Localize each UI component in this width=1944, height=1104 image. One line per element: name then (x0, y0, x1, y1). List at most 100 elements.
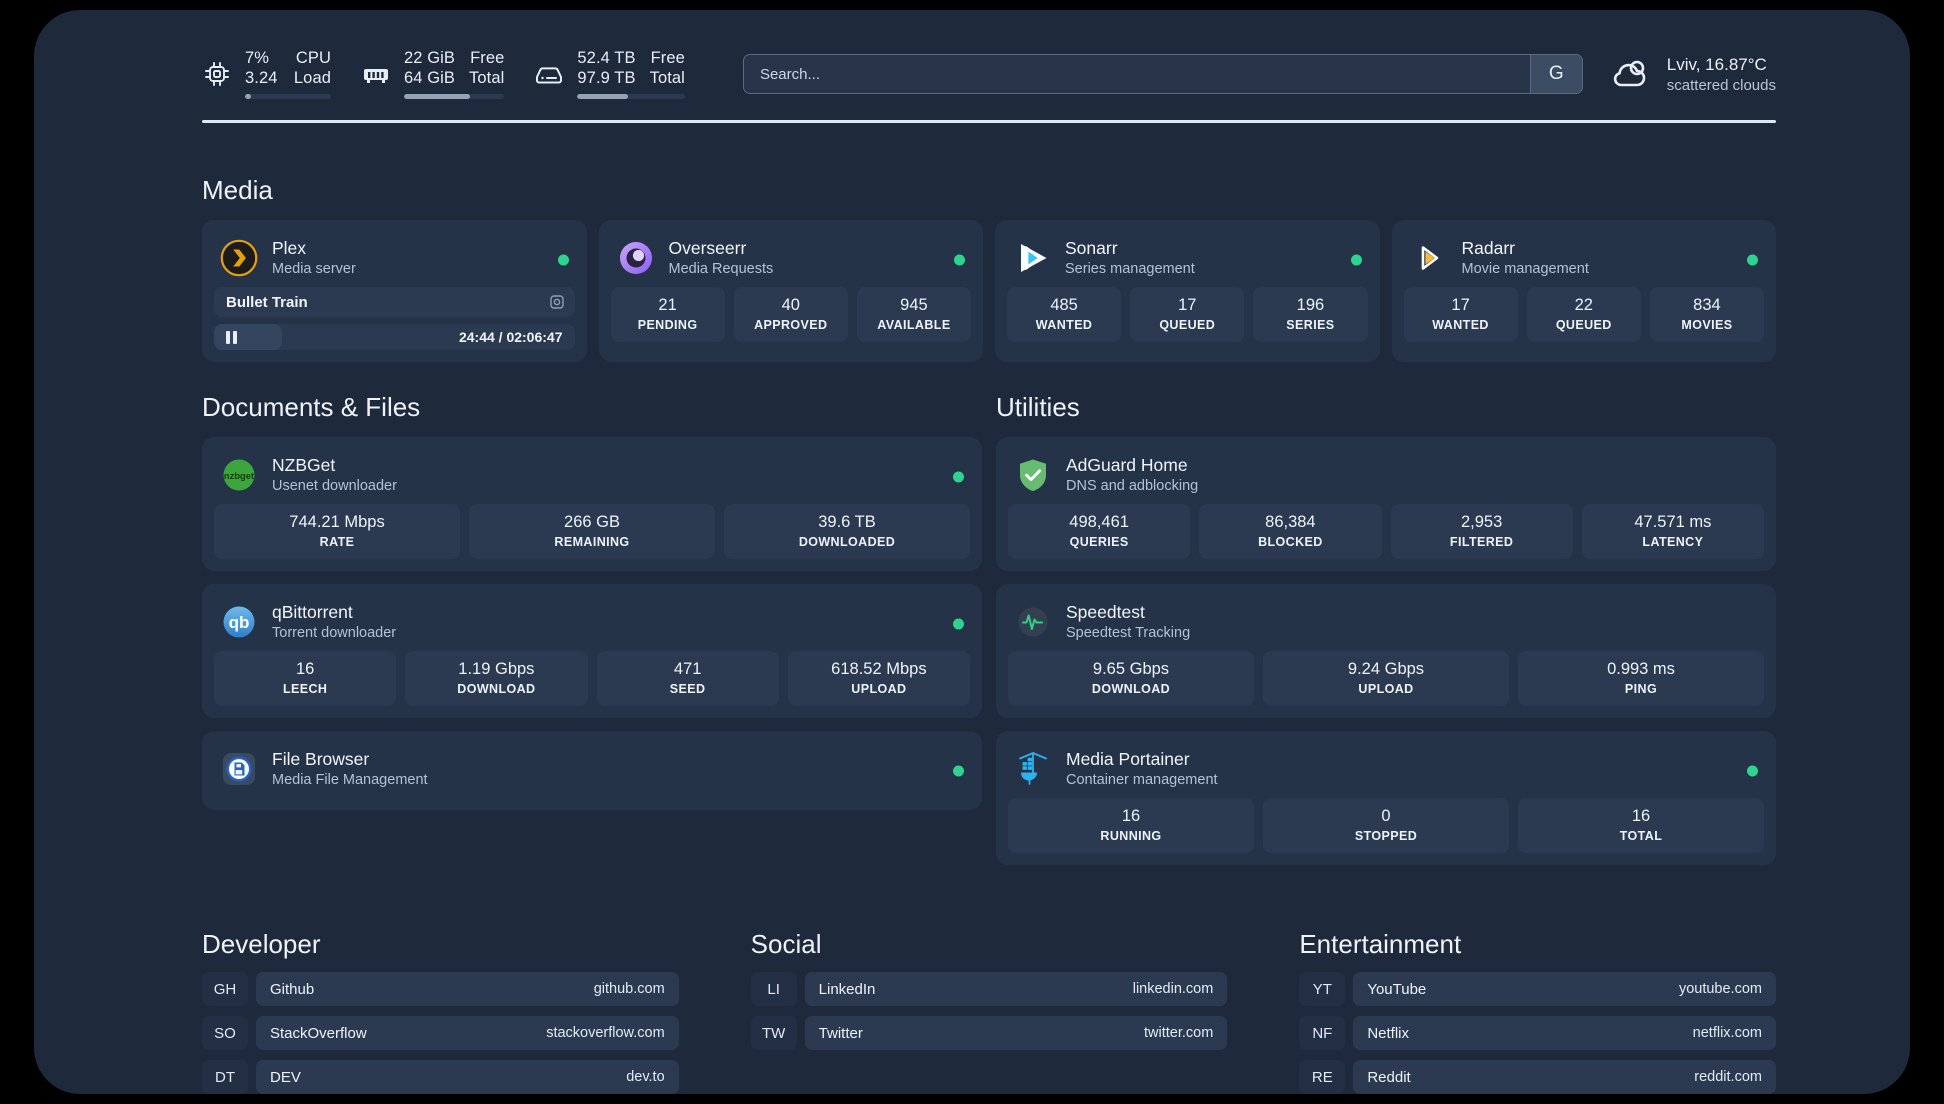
weather-location-temp: Lviv, 16.87°C (1666, 54, 1767, 74)
service-card-header[interactable]: qb qBittorrent Torrent downloader (214, 596, 970, 651)
stat-tile[interactable]: 471 SEED (596, 651, 779, 706)
service-description: Movie management (1461, 261, 1589, 277)
bookmark-badge[interactable]: YT (1299, 972, 1346, 1006)
stat-tile[interactable]: 0 STOPPED (1263, 798, 1509, 853)
service-card-header[interactable]: AdGuard Home DNS and adblocking (1008, 449, 1764, 504)
bookmark-badge[interactable]: LI (750, 972, 797, 1006)
stat-row: 498,461 QUERIES 86,384 BLOCKED 2,953 FILTERED… (1008, 504, 1764, 559)
bookmark-badge[interactable]: DT (202, 1060, 248, 1094)
stat-tile[interactable]: 1.19 Gbps DOWNLOAD (405, 651, 588, 706)
service-card[interactable]: qb qBittorrent Torrent downloader 16 LEECH 1.… (202, 584, 982, 718)
stat-tile[interactable]: 266 GB REMAINING (469, 504, 715, 559)
bookmark-url: netflix.com (1692, 1025, 1762, 1041)
stat-tile[interactable]: 498,461 QUERIES (1008, 504, 1191, 559)
now-playing-title-row[interactable]: Bullet Train (214, 287, 575, 317)
system-stat-row: 97.9 TB Total (577, 69, 685, 88)
stat-tile[interactable]: 16 LEECH (214, 651, 397, 706)
service-card[interactable]: Media Portainer Container management 16 RUN… (996, 731, 1776, 865)
bookmark-badge[interactable]: RE (1299, 1060, 1346, 1094)
system-stat-value: 97.9 TB (577, 69, 636, 87)
dashboard-page: 7% CPU 3.24 Load 22 GiB Free 64 GiB Total 52.4 T… (34, 10, 1910, 1094)
stat-tile[interactable]: 945 AVAILABLE (856, 287, 972, 342)
bookmark-name: DEV (270, 1068, 301, 1086)
status-dot-online (1350, 254, 1362, 265)
stat-label: RATE (319, 535, 355, 549)
service-card[interactable]: Overseerr Media Requests 21 PENDING 40 APPROV… (598, 220, 983, 362)
bookmark-url: github.com (593, 981, 665, 997)
stat-tile[interactable]: 834 MOVIES (1649, 287, 1765, 342)
stat-tile[interactable]: 16 RUNNING (1008, 798, 1254, 853)
stat-value: 17 (1178, 296, 1197, 314)
bookmark-link[interactable]: Twitter twitter.com (804, 1016, 1228, 1050)
service-card-header[interactable]: Plex Media server (214, 232, 575, 287)
gear-icon[interactable] (549, 294, 565, 310)
stat-tile[interactable]: 485 WANTED (1007, 287, 1122, 342)
sonarr-icon (1013, 239, 1051, 277)
stat-tile[interactable]: 17 QUEUED (1130, 287, 1245, 342)
bookmark-badge[interactable]: SO (202, 1016, 248, 1050)
service-card[interactable]: File Browser Media File Management (202, 731, 982, 810)
stat-tile[interactable]: 39.6 TB DOWNLOADED (724, 504, 970, 559)
system-usage-bar (577, 94, 685, 99)
section-title-media: Media (202, 175, 273, 205)
bookmark-link[interactable]: Reddit reddit.com (1353, 1060, 1776, 1094)
bookmark-group: Social LI LinkedIn linkedin.com TW Twitter twi… (750, 929, 1228, 1094)
bookmark-badge[interactable]: GH (202, 972, 248, 1006)
stat-tile[interactable]: 196 SERIES (1253, 287, 1368, 342)
stat-tile[interactable]: 17 WANTED (1403, 287, 1518, 342)
bookmark-link[interactable]: Netflix netflix.com (1353, 1016, 1776, 1050)
stat-value: 39.6 TB (818, 513, 876, 531)
search-input[interactable] (743, 55, 1530, 93)
stat-tile[interactable]: 86,384 BLOCKED (1199, 504, 1382, 559)
stat-tile[interactable]: 47.571 ms LATENCY (1581, 504, 1764, 559)
service-card[interactable]: Sonarr Series management 485 WANTED 17 QUEUED… (995, 220, 1380, 362)
bookmark-link[interactable]: LinkedIn linkedin.com (804, 972, 1228, 1006)
stat-row: 21 PENDING 40 APPROVED 945 AVAILABLE (610, 287, 972, 342)
service-card-header[interactable]: Radarr Movie management (1404, 232, 1765, 287)
bookmark-link[interactable]: DEV dev.to (256, 1060, 679, 1094)
search-bar[interactable]: G (742, 54, 1583, 94)
bookmark-link[interactable]: StackOverflow stackoverflow.com (256, 1016, 679, 1050)
service-card[interactable]: AdGuard Home DNS and adblocking 498,461 QUE… (996, 437, 1776, 571)
stat-label: DOWNLOAD (457, 682, 536, 696)
service-card-header[interactable]: nzbget NZBGet Usenet downloader (214, 449, 970, 504)
now-playing-progress-bar[interactable]: 24:44 / 02:06:47 (214, 324, 575, 350)
service-card[interactable]: Radarr Movie management 17 WANTED 22 QUEUED 83… (1391, 220, 1776, 362)
stat-tile[interactable]: 2,953 FILTERED (1390, 504, 1573, 559)
stat-tile[interactable]: 744.21 Mbps RATE (214, 504, 460, 559)
service-card-header[interactable]: Media Portainer Container management (1008, 743, 1764, 798)
search-provider-button[interactable]: G (1529, 55, 1582, 93)
pause-icon[interactable] (226, 330, 237, 344)
service-card-header[interactable]: Speedtest Speedtest Tracking (1008, 596, 1764, 651)
system-stat-value: 3.24 (245, 69, 278, 87)
service-card[interactable]: Plex Media server Bullet Train 24:44 / 02:0… (202, 220, 587, 362)
stat-tile[interactable]: 9.65 Gbps DOWNLOAD (1008, 651, 1254, 706)
system-stat-value: 7% (245, 49, 270, 67)
service-description: Media Requests (668, 261, 774, 277)
service-card-header[interactable]: Sonarr Series management (1007, 232, 1368, 287)
documents-section: Documents & Files nzbget NZBGet Usenet dow… (202, 392, 982, 865)
bookmark-row: TW Twitter twitter.com (750, 1016, 1228, 1050)
stat-tile[interactable]: 618.52 Mbps UPLOAD (787, 651, 970, 706)
stat-tile[interactable]: 0.993 ms PING (1518, 651, 1764, 706)
stat-tile[interactable]: 16 TOTAL (1518, 798, 1764, 853)
bookmark-row: RE Reddit reddit.com (1299, 1060, 1776, 1094)
bookmark-link[interactable]: YouTube youtube.com (1353, 972, 1776, 1006)
bookmark-badge[interactable]: NF (1299, 1016, 1346, 1050)
service-card-header[interactable]: File Browser Media File Management (214, 743, 970, 798)
status-dot-online (953, 471, 964, 482)
service-card[interactable]: nzbget NZBGet Usenet downloader 744.21 Mbps… (202, 437, 982, 571)
service-card-header[interactable]: Overseerr Media Requests (611, 232, 972, 287)
stat-tile[interactable]: 22 QUEUED (1526, 287, 1641, 342)
service-card[interactable]: Speedtest Speedtest Tracking 9.65 Gbps DOWN… (996, 584, 1776, 718)
bookmark-row: NF Netflix netflix.com (1299, 1016, 1776, 1050)
stat-tile[interactable]: 40 APPROVED (733, 287, 848, 342)
stat-tile[interactable]: 9.24 Gbps UPLOAD (1263, 651, 1509, 706)
service-description: Media server (272, 261, 356, 277)
stat-value: 16 (1121, 807, 1141, 825)
bookmark-badge[interactable]: TW (750, 1016, 797, 1050)
service-description: Torrent downloader (272, 625, 397, 641)
bookmark-link[interactable]: Github github.com (256, 972, 679, 1006)
stat-tile[interactable]: 21 PENDING (610, 287, 725, 342)
system-stat-3: 52.4 TB Free 97.9 TB Total (534, 49, 685, 99)
